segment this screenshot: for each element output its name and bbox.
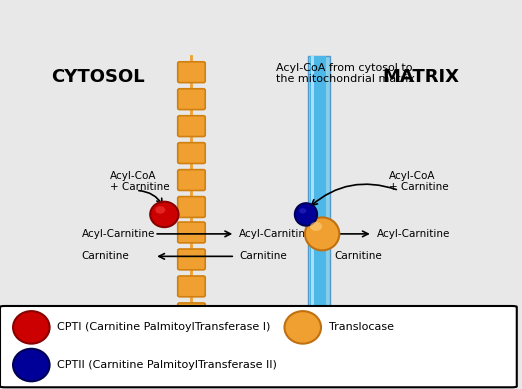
Ellipse shape xyxy=(13,349,50,381)
FancyBboxPatch shape xyxy=(177,222,205,243)
Text: Carnitine: Carnitine xyxy=(81,251,129,261)
Text: MATRIX: MATRIX xyxy=(383,68,460,86)
FancyBboxPatch shape xyxy=(177,249,205,270)
Text: Acyl-CoA
+ Carnitine: Acyl-CoA + Carnitine xyxy=(389,171,448,192)
Bar xyxy=(311,56,314,316)
Text: Acyl-Carnitine: Acyl-Carnitine xyxy=(81,229,155,239)
Text: Carnitine: Carnitine xyxy=(334,251,382,261)
Ellipse shape xyxy=(284,311,321,343)
Text: Carnitine: Carnitine xyxy=(239,251,287,261)
Ellipse shape xyxy=(155,206,165,214)
Ellipse shape xyxy=(295,203,317,226)
Ellipse shape xyxy=(310,222,322,231)
Text: Translocase: Translocase xyxy=(329,322,394,332)
FancyBboxPatch shape xyxy=(0,306,517,387)
Text: CYTOSOL: CYTOSOL xyxy=(51,68,145,86)
FancyBboxPatch shape xyxy=(177,276,205,297)
Text: CPTII (Carnitine PalmitoylTransferase II): CPTII (Carnitine PalmitoylTransferase II… xyxy=(57,360,277,370)
FancyBboxPatch shape xyxy=(177,143,205,163)
Ellipse shape xyxy=(13,311,50,343)
FancyBboxPatch shape xyxy=(177,116,205,137)
Bar xyxy=(310,56,326,316)
Ellipse shape xyxy=(305,217,339,251)
FancyBboxPatch shape xyxy=(177,303,205,324)
Text: Acyl-CoA
+ Carnitine: Acyl-CoA + Carnitine xyxy=(110,171,169,192)
FancyBboxPatch shape xyxy=(177,170,205,191)
Text: Acyl-Carnitine: Acyl-Carnitine xyxy=(377,229,450,239)
FancyBboxPatch shape xyxy=(177,196,205,217)
Text: Acyl-CoA from cytosol to
the mitochondrial matrix: Acyl-CoA from cytosol to the mitochondri… xyxy=(276,63,414,84)
FancyBboxPatch shape xyxy=(177,89,205,110)
Text: Acyl-Carnitine: Acyl-Carnitine xyxy=(239,229,313,239)
Bar xyxy=(308,56,330,316)
Ellipse shape xyxy=(150,202,179,227)
FancyBboxPatch shape xyxy=(177,62,205,82)
Text: CPTI (Carnitine PalmitoylTransferase I): CPTI (Carnitine PalmitoylTransferase I) xyxy=(57,322,271,332)
Ellipse shape xyxy=(299,208,306,214)
